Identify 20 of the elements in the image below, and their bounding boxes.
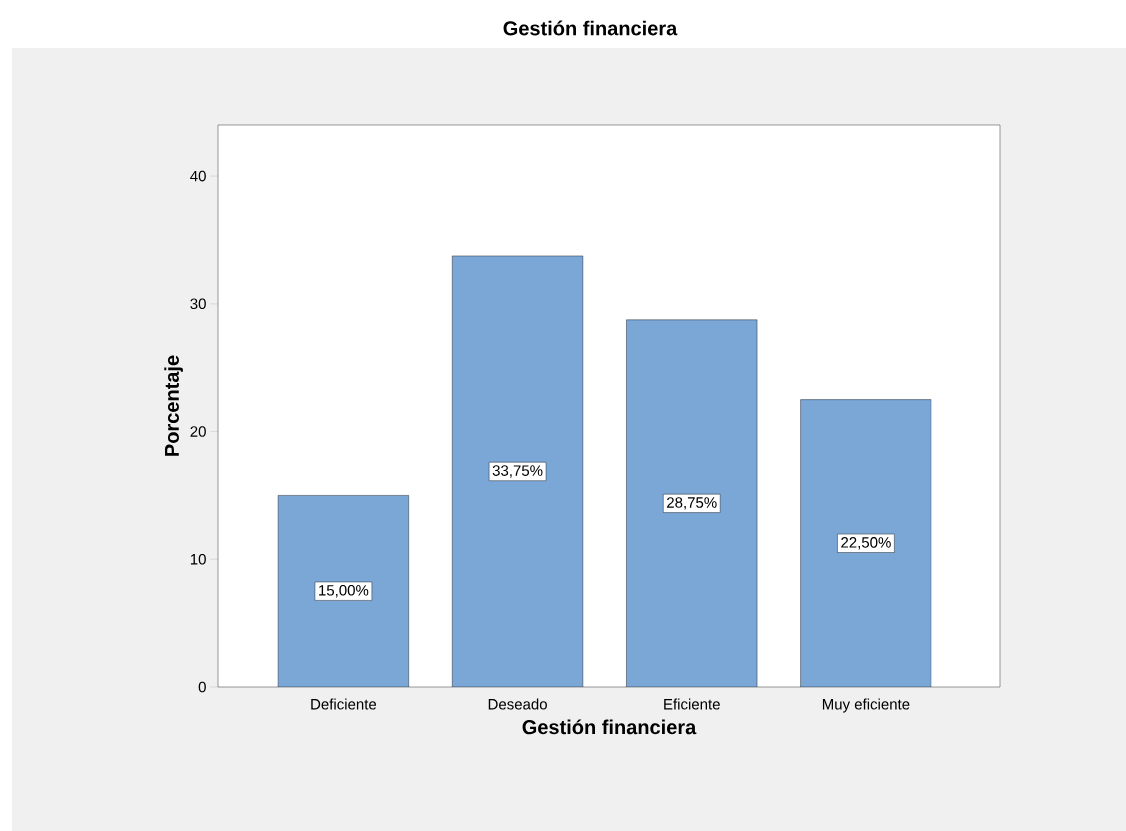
x-tick-label: Deseado [488, 698, 547, 710]
bar [626, 319, 758, 687]
y-tick-label: 10 [190, 553, 206, 565]
y-tick-label: 20 [190, 426, 206, 437]
x-axis-title: Gestión financiera [522, 719, 697, 735]
x-tick-label: Eficiente [664, 698, 720, 710]
data-label: 28,75% [667, 497, 717, 510]
data-label: 33,75% [492, 465, 543, 478]
chart-title: Gestión financiera [503, 20, 678, 36]
bar [452, 255, 584, 687]
y-axis-title: Porcentaje [164, 355, 183, 456]
y-tick-label: 40 [190, 170, 206, 182]
data-label: 22,50% [841, 537, 891, 550]
x-tick-label: Deficiente [311, 698, 377, 710]
y-tick-label: 30 [190, 298, 206, 310]
data-label: 15,00% [319, 585, 369, 598]
x-tick-label: Muy eficiente [822, 698, 910, 713]
bar [800, 399, 932, 687]
bar [278, 495, 409, 687]
y-tick-label: 0 [198, 681, 206, 693]
